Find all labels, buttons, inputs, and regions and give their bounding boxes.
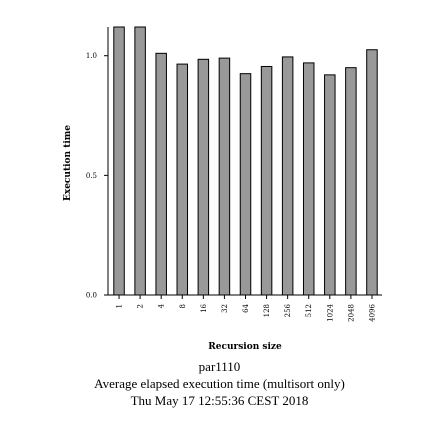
bar-16 xyxy=(197,58,210,296)
x-tick-label: 4096 xyxy=(368,303,376,321)
bar-512 xyxy=(302,62,315,296)
x-tick-label: 2 xyxy=(137,304,145,308)
bar-1 xyxy=(113,26,125,296)
caption-run-id: par1110 xyxy=(198,359,241,374)
x-tick-label: 16 xyxy=(200,303,208,312)
bar-64 xyxy=(239,73,252,296)
bar-8 xyxy=(176,63,189,296)
x-tick-label: 8 xyxy=(179,304,187,308)
x-tick-label: 4 xyxy=(158,303,166,308)
y-tick-label: 0.0 xyxy=(86,292,97,300)
caption-description: Average elapsed execution time (multisor… xyxy=(94,376,345,391)
bar-128 xyxy=(260,65,273,296)
bar-2048 xyxy=(345,67,357,296)
x-tick-label: 512 xyxy=(305,304,313,317)
x-tick-label: 128 xyxy=(263,304,271,317)
caption-timestamp: Thu May 17 12:55:36 CEST 2018 xyxy=(130,393,309,408)
bar-4 xyxy=(155,52,167,296)
x-axis-title: Recursion size xyxy=(208,342,282,352)
bar-4096 xyxy=(366,49,378,296)
x-tick-label: 32 xyxy=(221,304,229,313)
y-axis-title: Execution time xyxy=(63,125,73,201)
x-tick-label: 1 xyxy=(116,304,124,308)
bar-1024 xyxy=(324,74,336,296)
x-tick-label: 1024 xyxy=(326,303,334,321)
bar-32 xyxy=(218,57,231,296)
x-tick-label: 256 xyxy=(284,303,292,317)
bar-256 xyxy=(281,56,294,296)
bar-2 xyxy=(134,26,146,296)
x-tick-label: 64 xyxy=(242,303,250,312)
y-tick-label: 0.5 xyxy=(86,172,97,180)
x-tick-label: 2048 xyxy=(347,304,355,322)
y-tick-label: 1.0 xyxy=(86,52,97,60)
